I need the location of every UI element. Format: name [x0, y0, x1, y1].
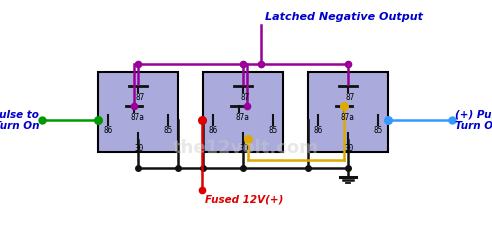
Text: 85: 85	[373, 126, 383, 135]
Text: 87a: 87a	[235, 113, 249, 122]
Text: 86: 86	[103, 126, 113, 135]
Bar	[98, 72, 178, 152]
Text: Fused 12V(+): Fused 12V(+)	[205, 194, 283, 204]
Text: (+) Pulse to
Turn Off: (+) Pulse to Turn Off	[455, 109, 492, 131]
Text: 85: 85	[163, 126, 173, 135]
Text: 30: 30	[344, 144, 354, 153]
Text: 86: 86	[313, 126, 323, 135]
Bar	[203, 72, 283, 152]
Text: 87a: 87a	[130, 113, 144, 122]
Text: 87a: 87a	[340, 113, 354, 122]
Text: 30: 30	[240, 144, 248, 153]
Text: 87: 87	[345, 93, 355, 102]
Text: 30: 30	[134, 144, 144, 153]
Text: the12volt.com: the12volt.com	[173, 139, 319, 157]
Text: 87: 87	[135, 93, 145, 102]
Text: Latched Negative Output: Latched Negative Output	[265, 12, 423, 22]
Text: (+) Pulse to
Turn On: (+) Pulse to Turn On	[0, 109, 39, 131]
Bar	[308, 72, 388, 152]
Text: 86: 86	[209, 126, 217, 135]
Text: 87: 87	[241, 93, 249, 102]
Text: 85: 85	[268, 126, 277, 135]
